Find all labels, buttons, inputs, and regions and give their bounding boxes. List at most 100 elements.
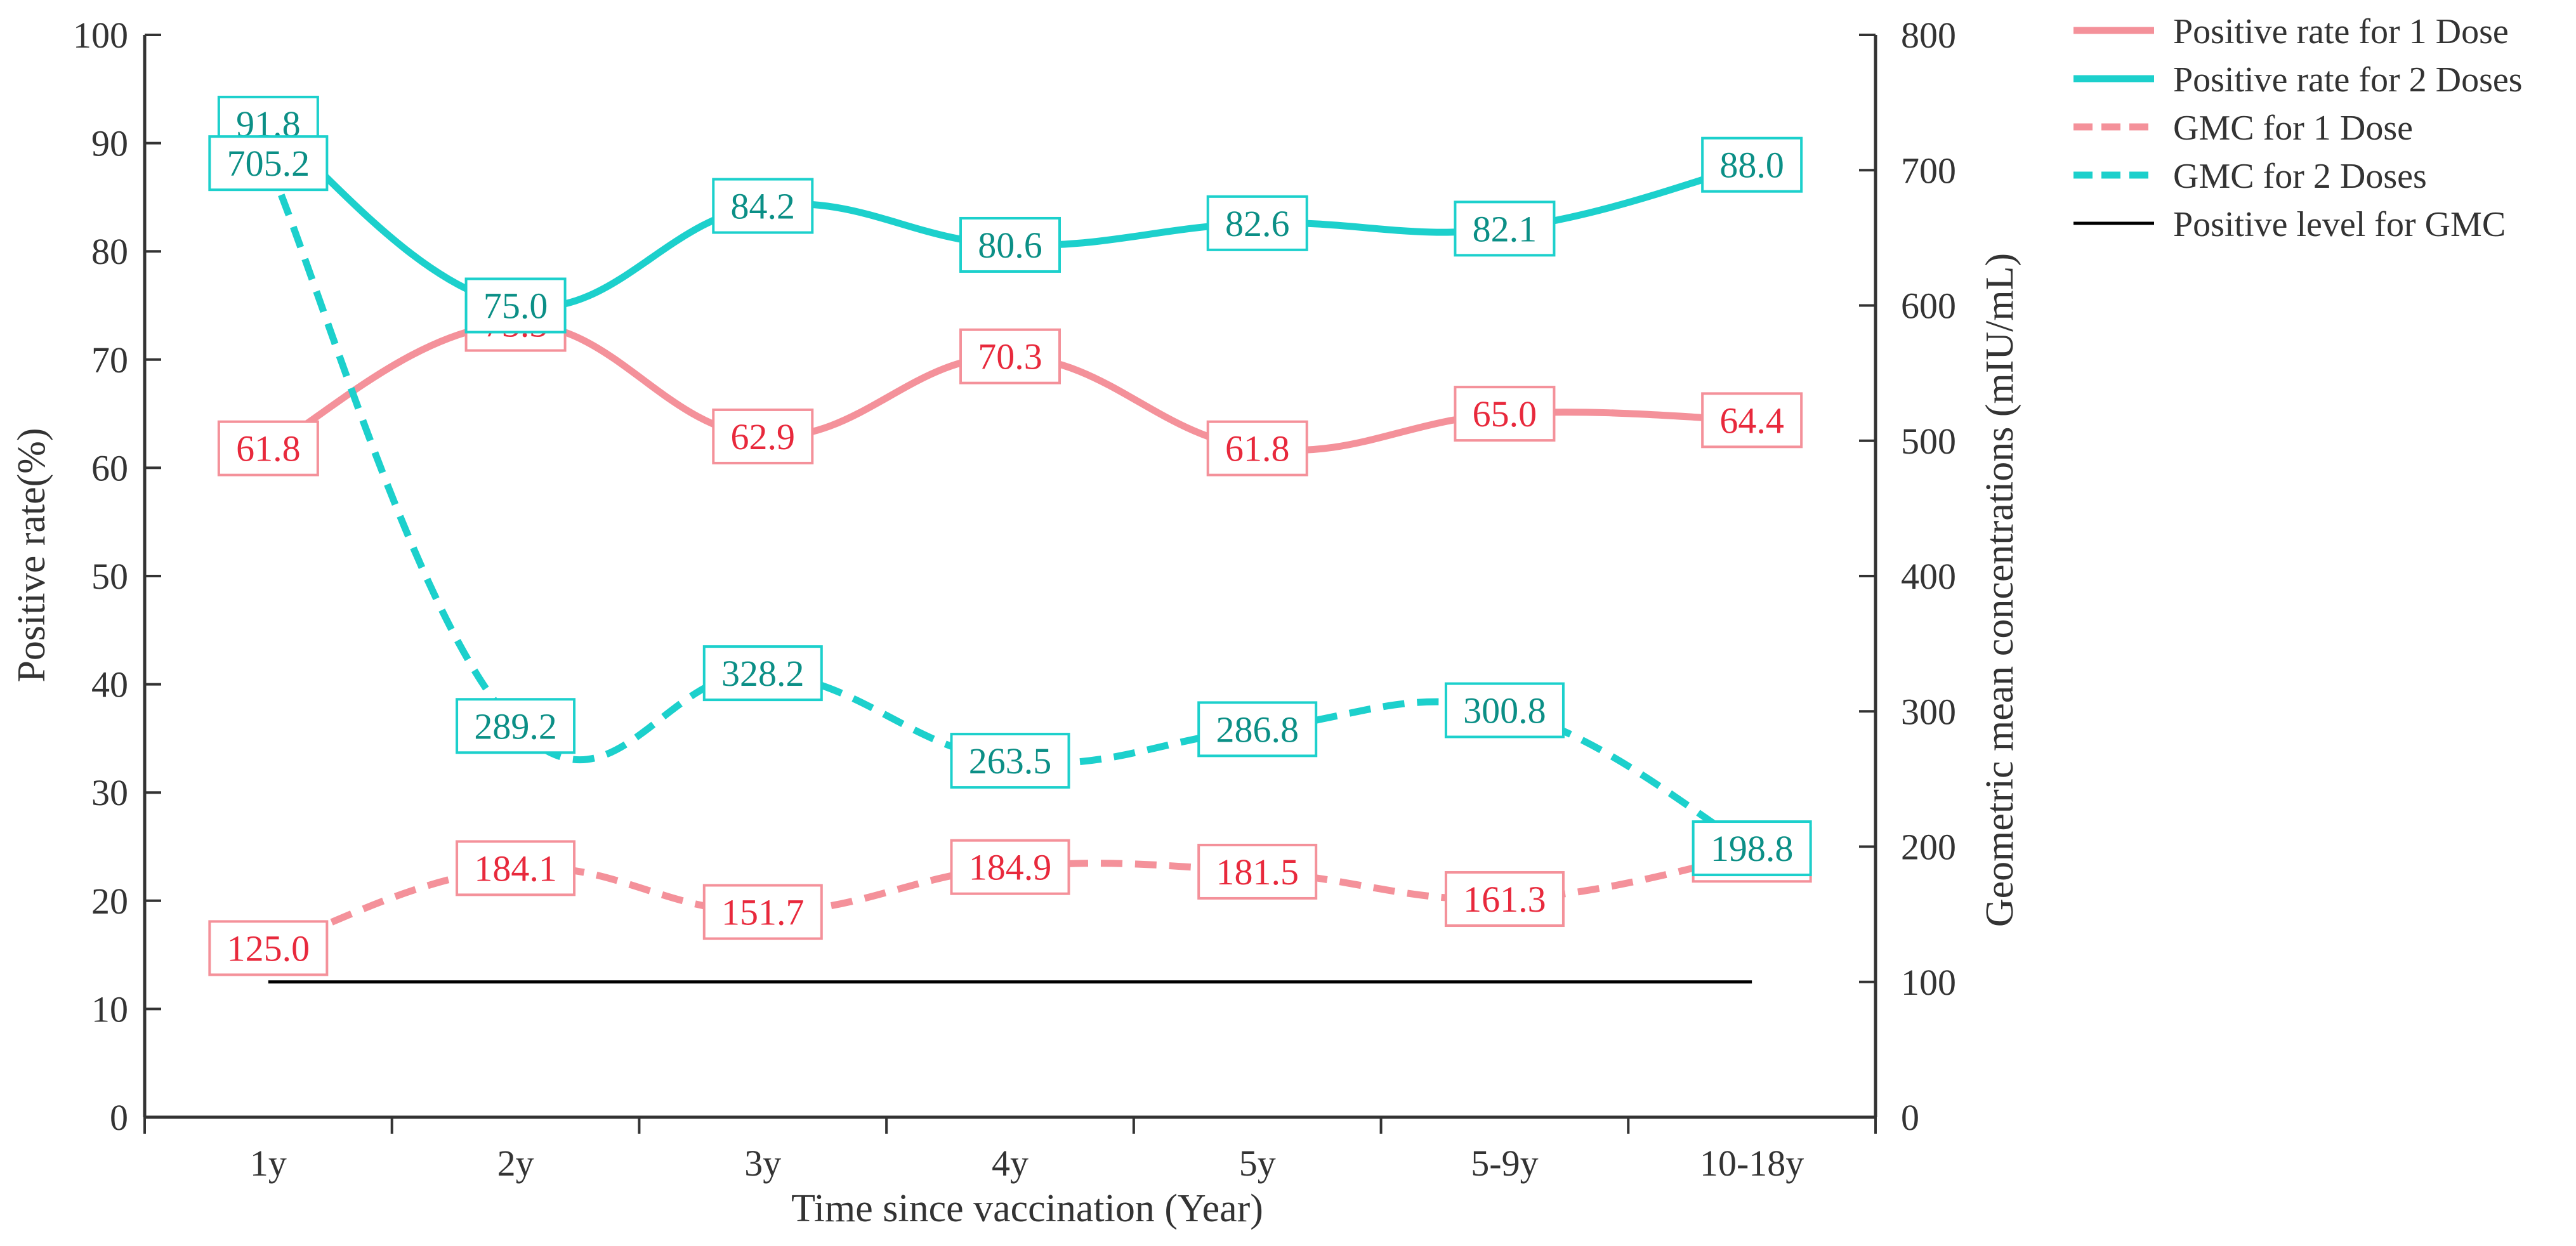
legend-item-gmc-for-2-doses: GMC for 2 Doses (2073, 157, 2427, 196)
data-label-box (702, 884, 823, 940)
legend-label: Positive rate for 1 Dose (2173, 12, 2509, 51)
y-tick-label-left: 60 (91, 447, 128, 489)
data-label-text: 328.2 (721, 653, 805, 694)
y-tick-label-left: 100 (73, 15, 128, 56)
x-tick-label: 4y (992, 1143, 1028, 1184)
data-label-box (1454, 200, 1556, 257)
y-tick-label-right: 800 (1901, 15, 1956, 56)
data-label-box (1197, 701, 1318, 757)
y-axis-title-left: Positive rate(%) (10, 428, 53, 682)
data-label-gmc-for-1-dose: 181.5 (1197, 843, 1318, 900)
data-label-box (1197, 843, 1318, 900)
data-label-text: 62.9 (731, 416, 796, 457)
legend-label: GMC for 1 Dose (2173, 108, 2413, 148)
data-label-positive-rate-for-2-doses: 80.6 (959, 216, 1061, 273)
y-tick-label-right: 100 (1901, 962, 1956, 1003)
data-label-box (950, 839, 1070, 895)
legend-item-positive-rate-for-2-doses: Positive rate for 2 Doses (2073, 60, 2523, 100)
data-label-text: 263.5 (969, 740, 1052, 782)
y-axis-title-right: Geometric mean concentrations (mIU/mL) (1978, 253, 2021, 927)
data-label-gmc-for-2-doses: 300.8 (1444, 682, 1565, 738)
x-tick-label: 5-9y (1471, 1143, 1538, 1184)
y-tick-label-right: 200 (1901, 827, 1956, 868)
data-label-box (959, 216, 1061, 273)
data-label-box (1206, 195, 1308, 251)
legend-item-positive-rate-for-1-dose: Positive rate for 1 Dose (2073, 12, 2509, 51)
data-label-text: 61.8 (236, 428, 301, 469)
data-label-text: 64.4 (1719, 400, 1784, 441)
data-label-box (456, 840, 576, 896)
x-axis-title: Time since vaccination (Year) (791, 1187, 1263, 1230)
data-label-box (1206, 420, 1308, 476)
legend-label: Positive level for GMC (2173, 205, 2506, 244)
data-label-box (1454, 386, 1556, 442)
data-label-positive-rate-for-2-doses: 82.1 (1454, 200, 1556, 257)
data-label-text: 286.8 (1216, 709, 1299, 750)
data-label-box (1701, 136, 1803, 193)
data-label-box (456, 698, 576, 754)
data-label-positive-rate-for-2-doses: 84.2 (712, 178, 814, 234)
legend-label: GMC for 2 Doses (2173, 157, 2427, 196)
data-label-box (217, 420, 319, 476)
data-label-box (712, 408, 814, 464)
y-tick-label-right: 300 (1901, 691, 1956, 732)
y-tick-label-left: 80 (91, 231, 128, 272)
axes: 0 10 20 30 40 50 60 70 80 90 100 0 100 200 300 400 500 60… (73, 15, 1956, 1184)
data-label-text: 151.7 (721, 891, 805, 933)
data-label-text: 184.9 (969, 847, 1052, 888)
data-label-text: 80.6 (978, 225, 1042, 266)
data-label-text: 65.0 (1473, 393, 1537, 435)
data-label-positive-rate-for-2-doses: 82.6 (1206, 195, 1308, 251)
y-tick-label-left: 10 (91, 988, 128, 1030)
y-tick-label-left: 70 (91, 339, 128, 381)
data-label-gmc-for-1-dose: 125.0 (208, 920, 329, 976)
data-label-text: 161.3 (1463, 879, 1546, 920)
data-label-text: 289.2 (474, 705, 557, 747)
data-label-positive-rate-for-1-dose: 65.0 (1454, 386, 1556, 442)
data-label-positive-rate-for-2-doses: 88.0 (1701, 136, 1803, 193)
data-label-text: 184.1 (474, 848, 557, 889)
data-label-gmc-for-2-doses: 286.8 (1197, 701, 1318, 757)
data-label-text: 75.0 (483, 285, 548, 327)
y-tick-label-left: 50 (91, 556, 128, 597)
data-label-gmc-for-1-dose: 184.9 (950, 839, 1070, 895)
data-label-gmc-for-2-doses: 289.2 (456, 698, 576, 754)
y-tick-label-right: 0 (1901, 1097, 1919, 1138)
x-tick-label: 5y (1239, 1143, 1276, 1184)
data-label-box (1444, 871, 1565, 928)
data-label-box (959, 328, 1061, 384)
data-label-gmc-for-2-doses: 705.2 (208, 135, 329, 192)
data-label-positive-rate-for-1-dose: 62.9 (712, 408, 814, 464)
y-tick-label-left: 30 (91, 772, 128, 813)
data-label-gmc-for-2-doses: 263.5 (950, 733, 1070, 789)
data-label-text: 300.8 (1463, 690, 1546, 731)
x-tick-label: 1y (250, 1143, 287, 1184)
data-label-gmc-for-1-dose: 161.3 (1444, 871, 1565, 928)
y-tick-label-left: 40 (91, 664, 128, 705)
data-label-box (1701, 392, 1803, 449)
data-label-text: 88.0 (1719, 145, 1784, 186)
data-label-text: 82.1 (1473, 208, 1537, 249)
data-label-text: 84.2 (731, 186, 796, 227)
data-label-positive-rate-for-1-dose: 70.3 (959, 328, 1061, 384)
data-label-box (950, 733, 1070, 789)
y-tick-label-left: 0 (110, 1097, 128, 1138)
data-label-text: 70.3 (978, 336, 1042, 377)
legend-item-positive-level-for-gmc: Positive level for GMC (2073, 205, 2506, 244)
legend-label: Positive rate for 2 Doses (2173, 60, 2523, 100)
x-tick-label: 10-18y (1700, 1143, 1804, 1184)
y-tick-label-right: 600 (1901, 285, 1956, 327)
data-label-positive-rate-for-1-dose: 64.4 (1701, 392, 1803, 449)
data-labels: 61.873.362.970.361.865.064.491.875.084.2… (208, 95, 1812, 976)
data-label-box (1692, 820, 1812, 877)
y-tick-label-right: 700 (1901, 150, 1956, 191)
data-label-positive-rate-for-1-dose: 61.8 (217, 420, 319, 476)
data-label-box (1444, 682, 1565, 738)
data-label-gmc-for-2-doses: 198.8 (1692, 820, 1812, 877)
data-label-positive-rate-for-2-doses: 75.0 (464, 277, 567, 334)
data-label-box (712, 178, 814, 234)
x-tick-label: 3y (744, 1143, 781, 1184)
data-label-gmc-for-1-dose: 151.7 (702, 884, 823, 940)
data-label-text: 125.0 (227, 928, 310, 969)
